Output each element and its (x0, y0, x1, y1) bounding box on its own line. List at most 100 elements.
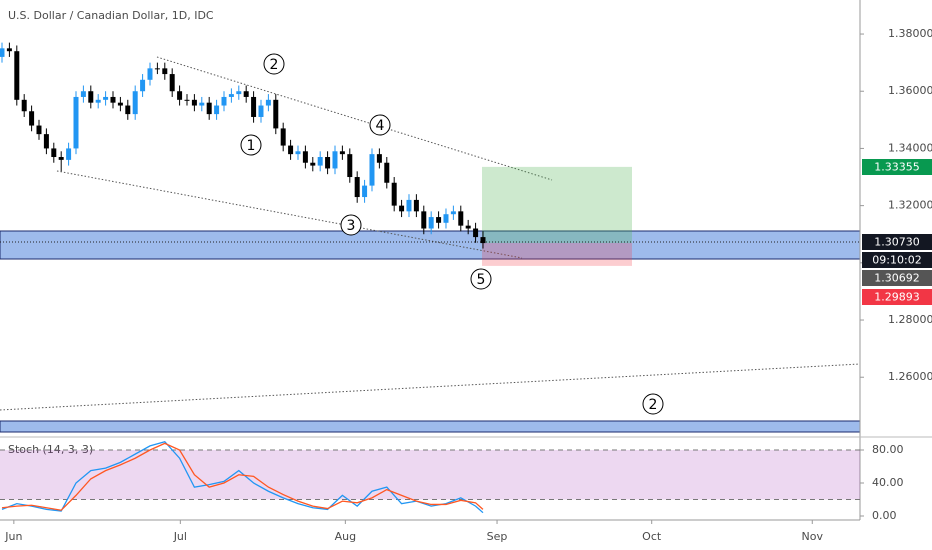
price-badge-label: 1.33355 (874, 161, 920, 174)
candle-body (147, 68, 153, 80)
candle-body (117, 102, 123, 106)
x-tick-label: Aug (335, 530, 356, 543)
y-tick-label: 1.36000 (888, 84, 932, 97)
candle-body (177, 91, 183, 100)
candle-body (310, 162, 316, 166)
wave-marker (369, 114, 391, 136)
candle-body (295, 151, 301, 155)
candle-body (184, 99, 190, 101)
candle-body (354, 177, 360, 198)
stoch-band (0, 449, 860, 500)
candle-body (332, 151, 338, 169)
candle-body (480, 237, 486, 244)
wave-marker (470, 268, 492, 290)
wave-label: 1 (247, 138, 256, 154)
x-tick-label: Sep (487, 530, 508, 543)
candle-body (302, 151, 308, 163)
candle-body (369, 154, 375, 186)
candle-body (66, 148, 72, 160)
candle-body (458, 211, 464, 226)
y-tick-label: 0.00 (872, 509, 897, 522)
candle-body (384, 162, 390, 183)
candle-body (436, 217, 442, 223)
candle-body (191, 99, 197, 106)
candle-body (258, 105, 264, 117)
candle-body (154, 68, 160, 70)
candle-body (280, 128, 286, 146)
candle-body (110, 96, 116, 103)
y-tick-label: 1.34000 (888, 141, 932, 154)
candle-body (317, 157, 323, 166)
candle-body (265, 99, 271, 106)
wave-label: 4 (376, 118, 385, 134)
y-tick-label: 80.00 (872, 443, 904, 456)
candle-body (73, 96, 79, 149)
price-badge-label: 1.29893 (874, 291, 920, 304)
candle-body (95, 99, 101, 103)
support-zone (0, 420, 861, 433)
wave-marker (263, 53, 285, 75)
x-tick-label: Oct (642, 530, 662, 543)
candle-body (443, 214, 449, 223)
candle-body (236, 91, 242, 95)
price-badge (862, 252, 932, 268)
candle-body (228, 94, 234, 97)
profit-zone (482, 166, 632, 244)
candle-body (0, 48, 5, 57)
y-tick-label: 1.26000 (888, 370, 932, 383)
price-badge (862, 270, 932, 286)
candle-body (243, 91, 249, 97)
candle-body (125, 105, 131, 115)
y-tick-label: 1.38000 (888, 27, 932, 40)
stoch-line (1, 441, 484, 514)
candle-body (465, 225, 471, 229)
y-tick-label: 1.32000 (888, 199, 932, 212)
wave-marker (642, 393, 664, 415)
candle-body (221, 96, 227, 106)
wave-label: 3 (347, 218, 356, 234)
candle-body (214, 105, 220, 115)
price-badge-label: 09:10:02 (872, 254, 921, 267)
candle-body (51, 148, 57, 158)
candle-body (391, 182, 397, 206)
price-badge-label: 1.30692 (874, 272, 920, 285)
candle-body (325, 157, 331, 169)
candle-body (473, 228, 479, 238)
y-tick-label: 1.28000 (888, 313, 932, 326)
y-tick-label: 40.00 (872, 476, 904, 489)
candle-body (103, 96, 109, 100)
candle-body (251, 96, 257, 117)
x-tick-label: Jul (173, 530, 187, 543)
x-tick-label: Nov (802, 530, 824, 543)
candle-body (206, 102, 212, 115)
wave-marker (240, 134, 262, 156)
candle-body (413, 199, 419, 212)
candle-body (421, 211, 427, 229)
candle-body (88, 91, 94, 103)
candle-body (339, 151, 345, 155)
candle-body (132, 91, 138, 115)
candle-body (169, 74, 175, 92)
wave-label: 5 (477, 272, 486, 288)
candle-body (428, 217, 434, 229)
trend-line (0, 363, 861, 411)
candle-body (14, 51, 20, 100)
wave-label: 2 (649, 397, 658, 413)
candle-body (58, 157, 64, 160)
wave-label: 2 (270, 57, 279, 73)
candle-body (162, 68, 168, 75)
candle-body (29, 111, 35, 126)
price-badge (862, 289, 932, 305)
candle-body (21, 99, 27, 112)
candle-body (199, 102, 205, 106)
candle-body (80, 91, 86, 97)
price-badge-label: 1.30730 (874, 236, 920, 249)
indicator-title: Stoch (14, 3, 3) (8, 443, 93, 456)
candle-body (347, 154, 353, 178)
candle-body (6, 48, 12, 52)
price-badge (862, 159, 932, 175)
x-tick-label: Jun (4, 530, 22, 543)
candle-body (140, 79, 146, 92)
